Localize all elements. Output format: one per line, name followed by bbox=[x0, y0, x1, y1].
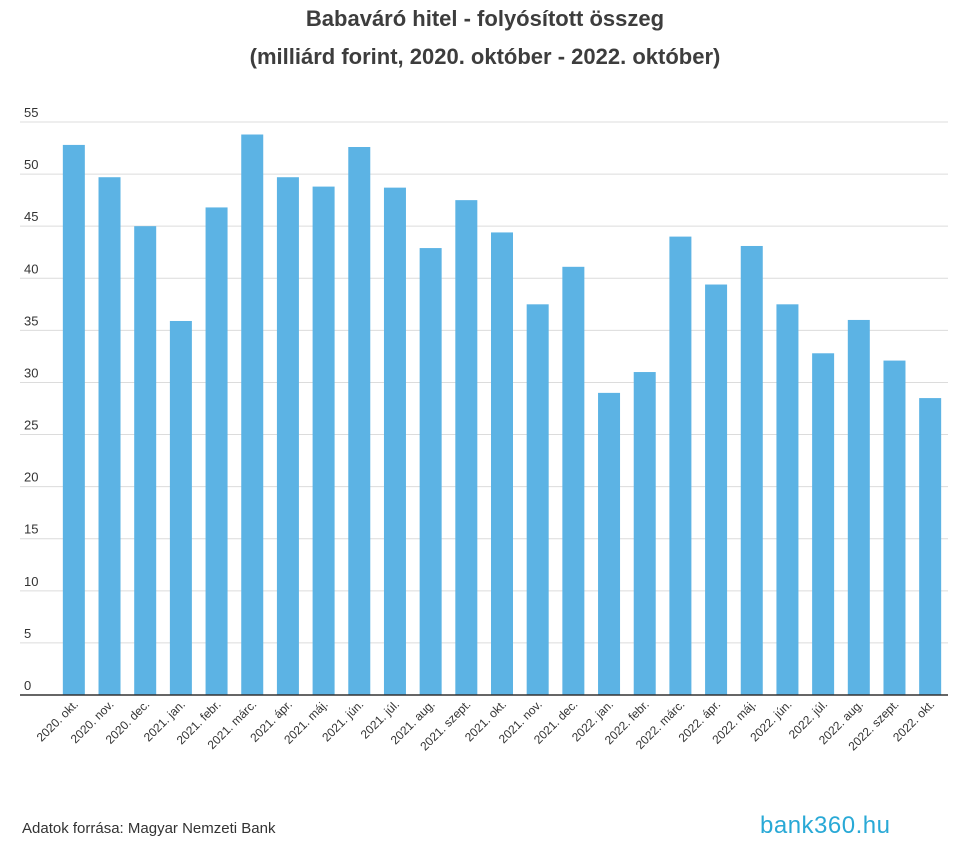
bar bbox=[276, 177, 299, 695]
bar bbox=[383, 187, 406, 695]
bar bbox=[169, 320, 192, 695]
y-tick-label: 40 bbox=[24, 261, 38, 276]
brand-logo: bank360.hu bbox=[760, 812, 891, 839]
bar bbox=[776, 304, 799, 695]
bar bbox=[705, 284, 728, 695]
y-tick-label: 50 bbox=[24, 157, 38, 172]
bar bbox=[562, 266, 585, 695]
bar bbox=[669, 236, 692, 695]
y-tick-label: 35 bbox=[24, 313, 38, 328]
y-tick-label: 0 bbox=[24, 678, 31, 693]
bar bbox=[526, 304, 549, 695]
bar bbox=[740, 245, 763, 695]
bar bbox=[491, 232, 513, 695]
bar bbox=[883, 360, 906, 695]
y-tick-label: 20 bbox=[24, 470, 38, 485]
bar bbox=[812, 353, 835, 695]
y-tick-label: 25 bbox=[24, 418, 38, 433]
chart-subtitle: (milliárd forint, 2020. október - 2022. … bbox=[249, 44, 721, 69]
bar bbox=[598, 392, 621, 695]
bar bbox=[312, 186, 335, 696]
y-tick-label: 15 bbox=[24, 522, 38, 537]
bar bbox=[98, 177, 121, 695]
bar bbox=[633, 372, 656, 695]
data-source: Adatok forrása: Magyar Nemzeti Bank bbox=[22, 820, 276, 837]
y-tick-label: 30 bbox=[24, 365, 38, 380]
y-tick-label: 45 bbox=[24, 209, 38, 224]
bar bbox=[455, 200, 478, 696]
bar bbox=[134, 226, 157, 695]
bar bbox=[205, 207, 228, 696]
bar bbox=[419, 248, 442, 695]
bar bbox=[348, 147, 371, 695]
bar bbox=[919, 398, 942, 695]
bar bbox=[241, 134, 264, 695]
bar bbox=[847, 319, 870, 695]
y-tick-label: 55 bbox=[24, 105, 38, 120]
y-tick-label: 5 bbox=[24, 626, 31, 641]
bar bbox=[62, 144, 85, 696]
chart-title: Babaváró hitel - folyósított összeg bbox=[305, 6, 665, 31]
y-tick-label: 10 bbox=[24, 574, 38, 589]
